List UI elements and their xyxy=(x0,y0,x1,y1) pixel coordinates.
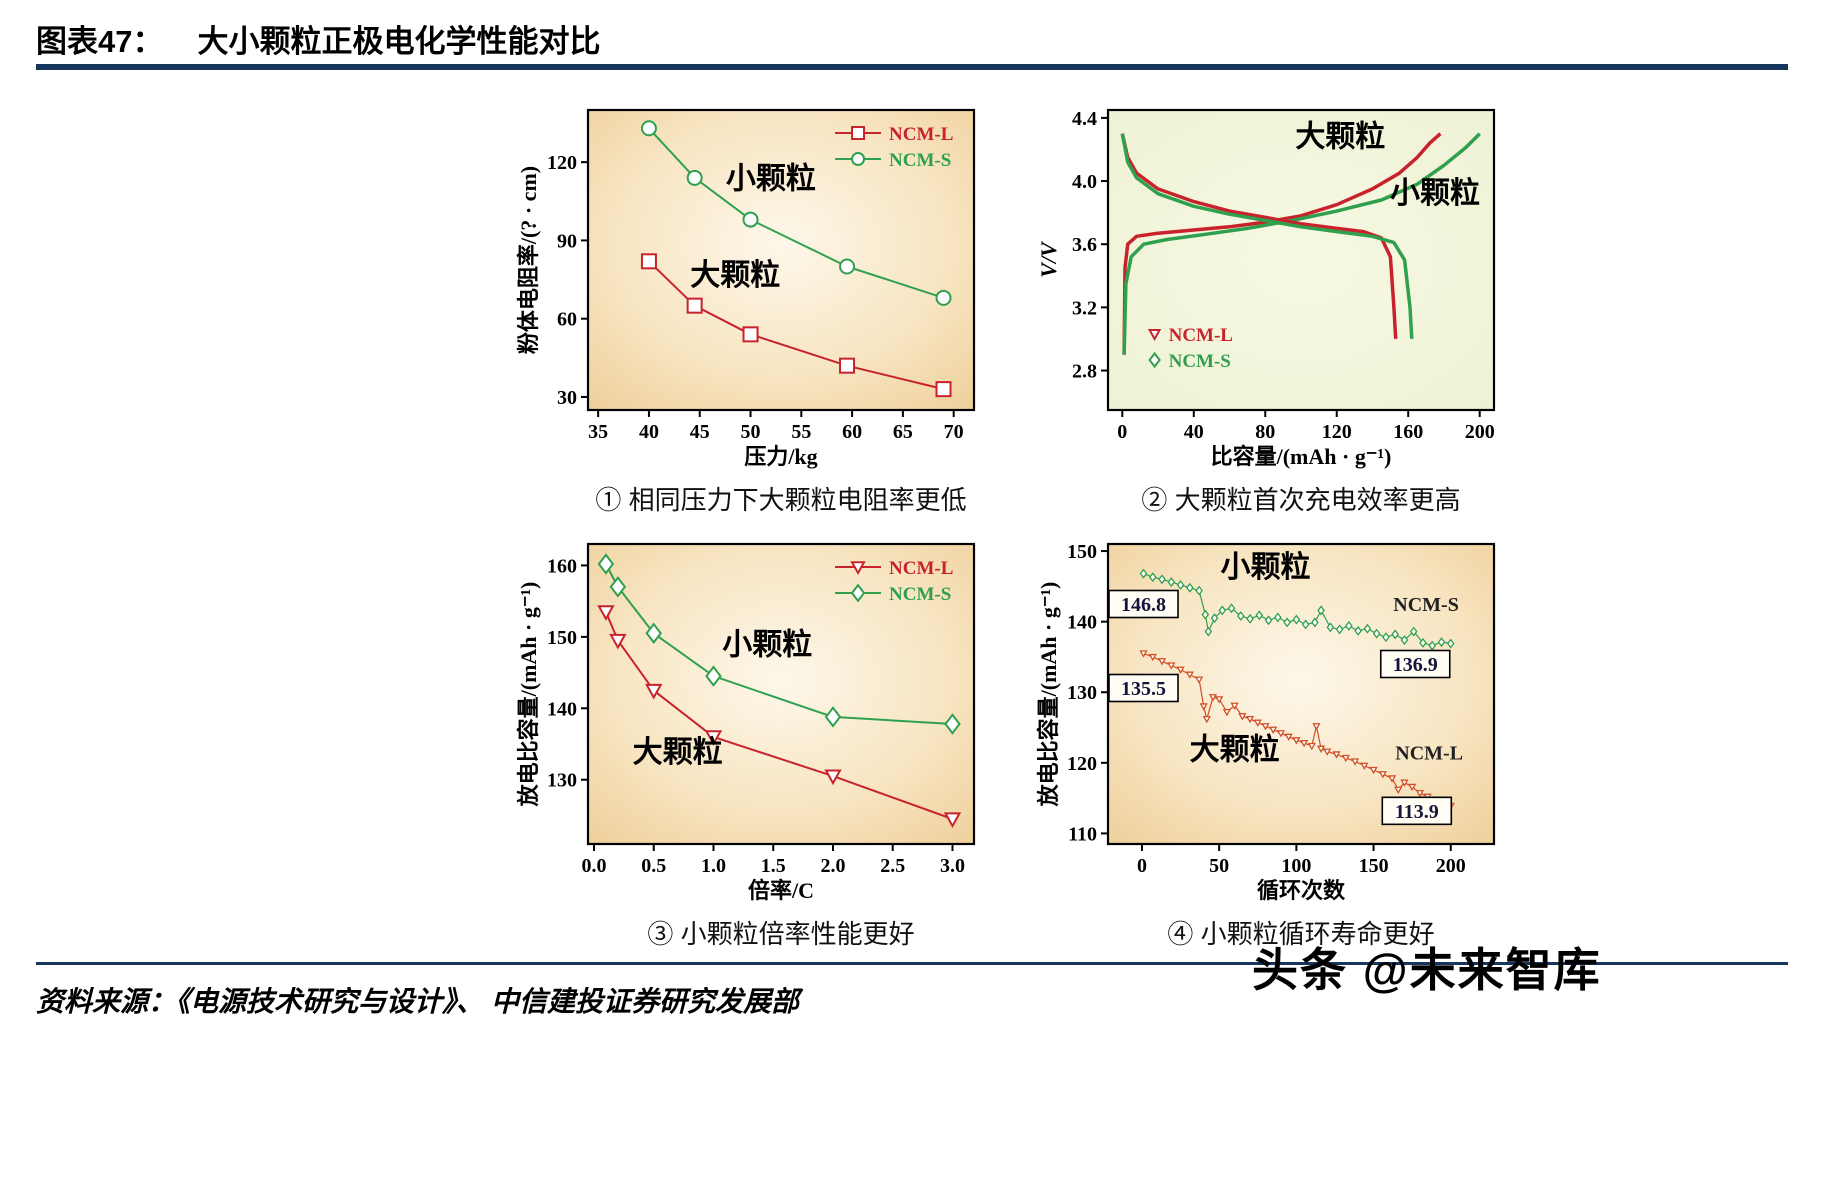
svg-text:循环次数: 循环次数 xyxy=(1257,878,1346,903)
svg-text:2.8: 2.8 xyxy=(1072,361,1097,383)
svg-text:55: 55 xyxy=(791,421,811,443)
svg-text:粉体电阻率/(? · cm): 粉体电阻率/(? · cm) xyxy=(516,166,541,354)
svg-text:0.0: 0.0 xyxy=(581,855,606,877)
svg-text:3.6: 3.6 xyxy=(1072,234,1097,256)
chart-caption-3: ③ 小颗粒倍率性能更好 xyxy=(647,919,915,949)
footer-divider xyxy=(36,962,1788,965)
svg-text:放电比容量/(mAh · g⁻¹): 放电比容量/(mAh · g⁻¹) xyxy=(516,582,541,808)
svg-text:3.0: 3.0 xyxy=(940,855,965,877)
svg-text:NCM-S: NCM-S xyxy=(889,150,951,171)
chart-panel-cycle-life: 0 50 100 150 200 110 120 130 140 150 146.8 135.5 136… xyxy=(1032,530,1512,951)
cycle-life-chart: 0 50 100 150 200 110 120 130 140 150 146.8 135.5 136… xyxy=(1036,541,1496,903)
svg-text:200: 200 xyxy=(1436,855,1466,877)
svg-text:4.4: 4.4 xyxy=(1072,108,1097,130)
svg-text:45: 45 xyxy=(690,421,710,443)
svg-text:NCM-S: NCM-S xyxy=(889,584,951,605)
svg-text:160: 160 xyxy=(1393,421,1423,443)
svg-text:130: 130 xyxy=(547,770,577,792)
source-note: 资料来源：《电源技术研究与设计》、 中信建投证券研究发展部 xyxy=(36,987,800,1018)
svg-text:4.0: 4.0 xyxy=(1072,171,1097,193)
svg-text:150: 150 xyxy=(547,627,577,649)
svg-text:倍率/C: 倍率/C xyxy=(748,878,814,903)
figure-number: 图表47： xyxy=(36,24,164,59)
chart-panel-first-charge: 0 40 80 120 160 200 2.8 3.2 3.6 4.0 4.4 大颗粒 小颗粒 NCM-L… xyxy=(1032,96,1512,517)
svg-text:V/V: V/V xyxy=(1036,240,1061,278)
svg-text:120: 120 xyxy=(547,152,577,174)
svg-text:136.9: 136.9 xyxy=(1393,654,1438,676)
svg-text:200: 200 xyxy=(1465,421,1495,443)
svg-text:大颗粒: 大颗粒 xyxy=(1295,119,1385,153)
svg-text:60: 60 xyxy=(557,309,577,331)
svg-text:3.2: 3.2 xyxy=(1072,297,1097,319)
svg-text:40: 40 xyxy=(1184,421,1204,443)
chart-panel-rate: 0.0 0.5 1.0 1.5 2.0 2.5 3.0 130 140 150 160 小颗粒大颗粒 N… xyxy=(512,530,992,951)
svg-text:80: 80 xyxy=(1255,421,1275,443)
svg-text:140: 140 xyxy=(547,698,577,720)
svg-text:100: 100 xyxy=(1281,855,1311,877)
svg-text:大颗粒: 大颗粒 xyxy=(633,735,723,769)
svg-text:130: 130 xyxy=(1067,682,1097,704)
svg-text:小颗粒: 小颗粒 xyxy=(1220,550,1310,584)
svg-text:140: 140 xyxy=(1067,612,1097,634)
svg-text:压力/kg: 压力/kg xyxy=(744,444,817,469)
figure-title: 图表47： 大小颗粒正极电化学性能对比 xyxy=(36,16,600,61)
svg-text:大颗粒: 大颗粒 xyxy=(690,258,780,292)
chart-caption-2: ② 大颗粒首次充电效率更高 xyxy=(1141,485,1461,515)
title-divider xyxy=(36,64,1788,70)
svg-text:2.5: 2.5 xyxy=(880,855,905,877)
chart-caption-4: ④ 小颗粒循环寿命更好 xyxy=(1167,919,1435,949)
svg-text:NCM-S: NCM-S xyxy=(1169,351,1231,372)
svg-text:30: 30 xyxy=(557,387,577,409)
svg-text:60: 60 xyxy=(842,421,862,443)
svg-text:NCM-L: NCM-L xyxy=(889,558,953,579)
svg-text:1.0: 1.0 xyxy=(701,855,726,877)
svg-text:小颗粒: 小颗粒 xyxy=(726,161,816,195)
svg-text:1.5: 1.5 xyxy=(761,855,786,877)
svg-text:NCM-L: NCM-L xyxy=(889,124,953,145)
svg-text:160: 160 xyxy=(547,555,577,577)
svg-text:小颗粒: 小颗粒 xyxy=(722,628,812,662)
svg-text:70: 70 xyxy=(944,421,964,443)
svg-text:大颗粒: 大颗粒 xyxy=(1190,732,1280,766)
svg-text:113.9: 113.9 xyxy=(1395,801,1439,823)
svg-text:50: 50 xyxy=(1209,855,1229,877)
svg-text:40: 40 xyxy=(639,421,659,443)
svg-text:120: 120 xyxy=(1067,753,1097,775)
chart-caption-1: ① 相同压力下大颗粒电阻率更低 xyxy=(595,485,967,515)
svg-text:150: 150 xyxy=(1359,855,1389,877)
svg-text:135.5: 135.5 xyxy=(1121,678,1166,700)
svg-text:放电比容量/(mAh · g⁻¹): 放电比容量/(mAh · g⁻¹) xyxy=(1036,582,1061,808)
figure-title-text: 大小颗粒正极电化学性能对比 xyxy=(197,24,601,59)
svg-text:146.8: 146.8 xyxy=(1121,594,1166,616)
chart-panel-resistivity: 35 40 45 50 55 60 65 70 30 60 90 120 小颗粒大颗粒 NCM-L NCM-… xyxy=(512,96,992,517)
svg-text:比容量/(mAh · g⁻¹): 比容量/(mAh · g⁻¹) xyxy=(1211,444,1392,469)
svg-text:120: 120 xyxy=(1322,421,1352,443)
svg-text:小颗粒: 小颗粒 xyxy=(1390,176,1480,210)
svg-text:NCM-L: NCM-L xyxy=(1169,325,1233,346)
svg-text:110: 110 xyxy=(1068,823,1097,845)
watermark: 头条 @未来智库 xyxy=(1252,934,1602,1000)
svg-text:NCM-S: NCM-S xyxy=(1393,594,1459,616)
watermark-handle: @未来智库 xyxy=(1362,944,1602,996)
svg-text:150: 150 xyxy=(1067,541,1097,563)
svg-text:90: 90 xyxy=(557,230,577,252)
svg-text:65: 65 xyxy=(893,421,913,443)
svg-text:2.0: 2.0 xyxy=(820,855,845,877)
svg-text:0.5: 0.5 xyxy=(641,855,666,877)
svg-text:NCM-L: NCM-L xyxy=(1395,742,1463,764)
watermark-brand: 头条 xyxy=(1252,944,1348,996)
svg-text:0: 0 xyxy=(1137,855,1147,877)
svg-text:35: 35 xyxy=(588,421,608,443)
svg-text:0: 0 xyxy=(1117,421,1127,443)
svg-text:50: 50 xyxy=(741,421,761,443)
